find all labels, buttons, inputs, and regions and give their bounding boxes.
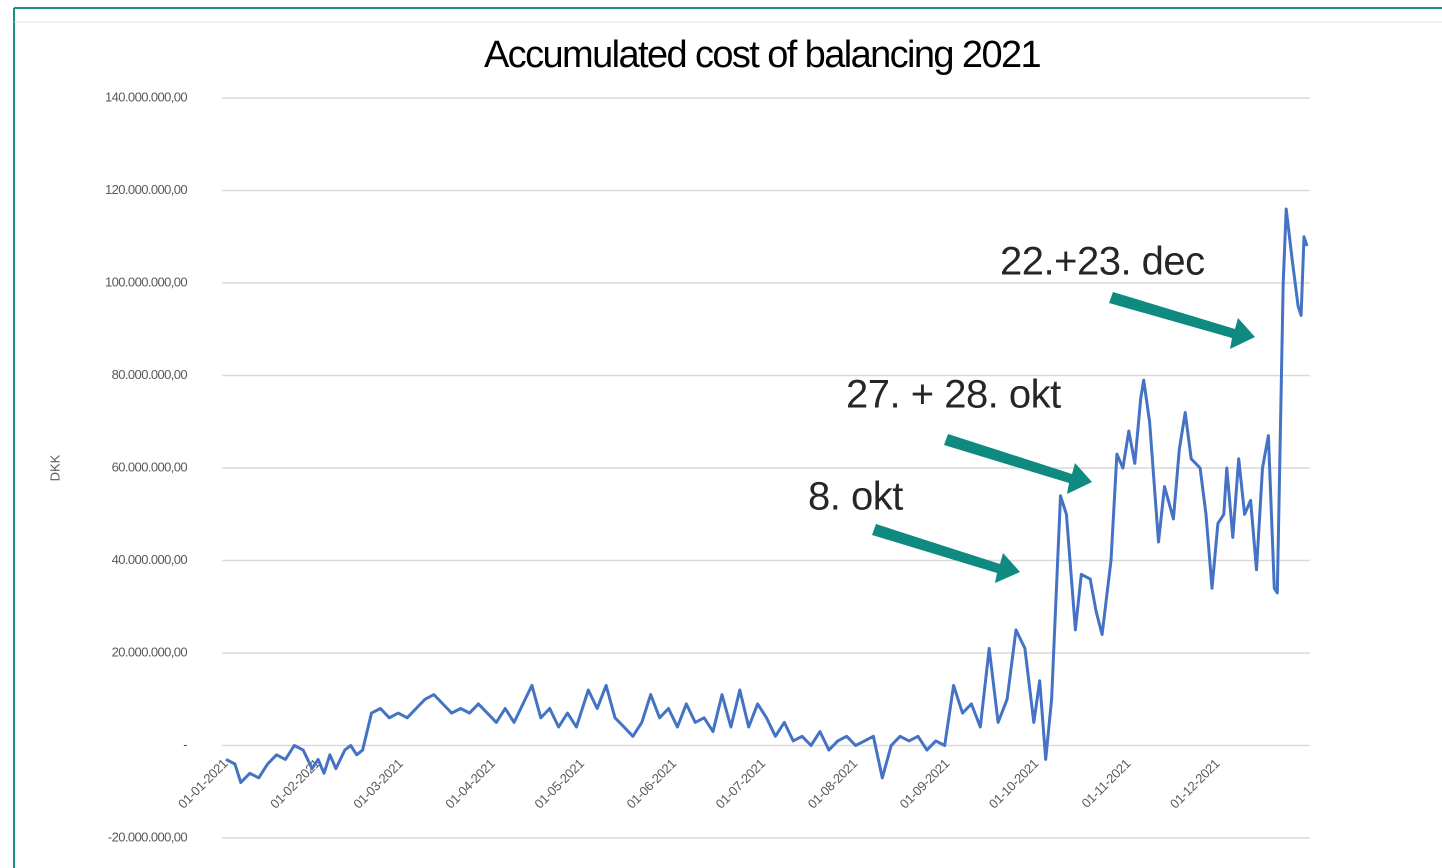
annotation: 27. + 28. okt [846,373,1061,417]
x-tick-label: 01-05-2021 [531,756,587,812]
y-tick-label: -20.000.000,00 [108,829,187,844]
line [225,207,1309,784]
annotation: 22.+23. dec [1000,240,1205,284]
x-tick-label: 01-04-2021 [442,756,498,812]
x-tick-label: 01-08-2021 [805,756,861,812]
y-tick-label: 140.000.000,00 [105,89,187,104]
annotation: 8. okt [808,475,903,519]
chart-title: Accumulated cost of balancing 2021 [484,34,1041,76]
x-tick-label: 01-09-2021 [897,756,953,812]
y-tick-label: 120.000.000,00 [105,182,187,197]
y-tick-label: 20.000.000,00 [112,644,188,659]
y-tick-label: 80.000.000,00 [112,367,188,382]
y-tick-label: 40.000.000,00 [112,552,188,567]
y-tick-label: 100.000.000,00 [105,274,187,289]
y-tick-label: 60.000.000,00 [112,459,188,474]
x-tick-label: 01-07-2021 [713,756,769,812]
annotation-arrows [872,292,1255,583]
plot: -20.000.000,00-20.000.000,0040.000.000,0… [105,89,1310,844]
y-axis-label: DKK [47,454,62,481]
x-tick-label: 01-06-2021 [623,756,679,812]
x-tick-label: 01-01-2021 [175,756,231,812]
arrow [944,434,1092,494]
x-tick-label: 01-10-2021 [986,756,1042,812]
y-tick-label: - [183,737,187,752]
x-tick-label: 01-03-2021 [350,756,406,812]
x-tick-label: 01-12-2021 [1167,756,1223,812]
arrow [1109,292,1255,349]
arrow [872,524,1020,583]
x-tick-label: 01-11-2021 [1079,756,1134,811]
